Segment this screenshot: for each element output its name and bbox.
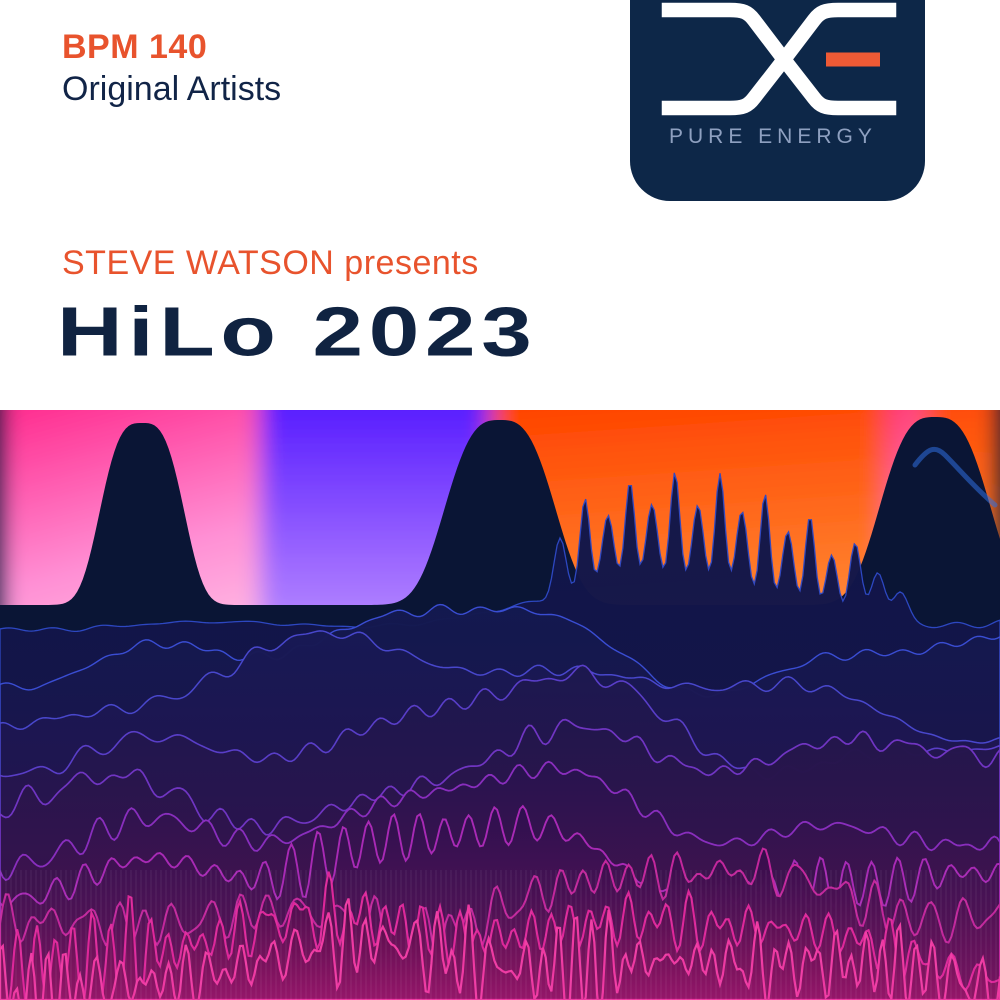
svg-text:PURE ENERGY: PURE ENERGY [669, 125, 877, 148]
